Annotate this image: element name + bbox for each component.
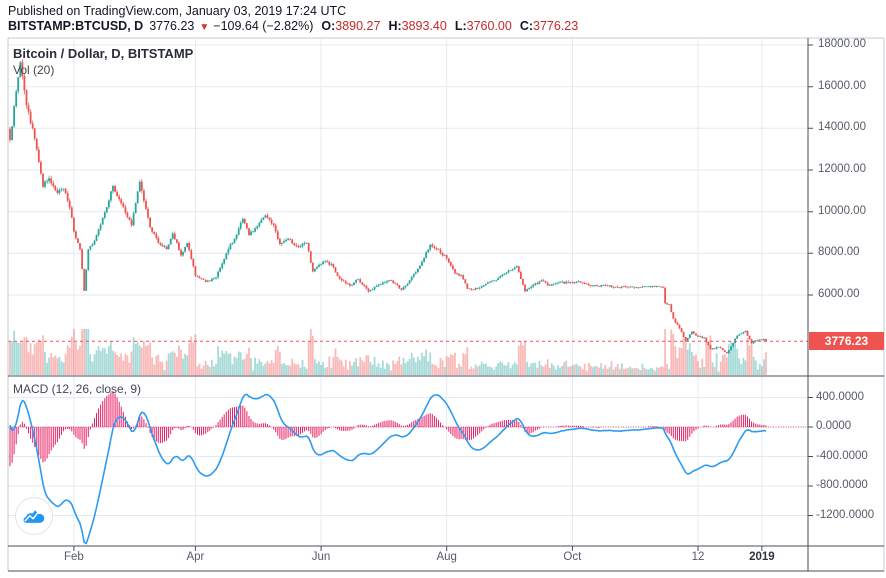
last-price: 3776.23 xyxy=(149,19,195,33)
time-tick-label: 2019 xyxy=(749,551,775,563)
time-tick-label: 12 xyxy=(691,551,705,563)
time-tick-label: Oct xyxy=(563,551,582,563)
price-tick-label: 8000.00 xyxy=(818,246,860,259)
macd-histogram xyxy=(9,391,767,467)
price-change: −109.64 (−2.82%) xyxy=(213,19,314,33)
published-line: Published on TradingView.com, January 03… xyxy=(8,4,347,18)
time-tick-label: Aug xyxy=(436,551,457,563)
price-tick-label: 18000.00 xyxy=(818,38,866,50)
price-tick-label: 12000.00 xyxy=(818,163,866,175)
macd-tick-label: 0.0000 xyxy=(816,420,852,432)
price-tick-label: 10000.00 xyxy=(818,204,866,217)
volume-legend[interactable]: Vol (20) xyxy=(13,63,55,77)
last-price-tag: 3776.23 xyxy=(809,332,884,351)
gridlines xyxy=(8,39,808,545)
time-tick-label: Apr xyxy=(186,551,205,563)
time-tick-label: Jun xyxy=(311,551,331,563)
time-tick-label: Feb xyxy=(63,551,84,563)
axis-tick-marks xyxy=(73,44,813,551)
tradingview-logo-button[interactable] xyxy=(15,497,53,535)
pane-separators xyxy=(8,38,884,572)
macd-line xyxy=(9,393,767,545)
low-label: L: xyxy=(454,19,467,33)
price-tick-label: 6000.00 xyxy=(818,288,860,300)
tradingview-mountain-icon xyxy=(23,510,45,523)
low-value: 3760.00 xyxy=(466,19,512,33)
macd-tick-label: -1200.0000 xyxy=(816,508,875,521)
down-arrow-icon: ▼ xyxy=(199,22,210,33)
macd-tick-label: -400.0000 xyxy=(816,449,868,462)
candle-bodies-down xyxy=(9,62,767,354)
macd-tick-label: -800.0000 xyxy=(816,479,868,491)
open-value: 3890.27 xyxy=(335,19,381,33)
symbol-name: BITSTAMP:BTCUSD, D xyxy=(8,19,144,33)
close-value: 3776.23 xyxy=(533,19,579,33)
macd-tick-label: 400.0000 xyxy=(816,390,864,403)
symbol-line: BITSTAMP:BTCUSD, D 3776.23 ▼ −109.64 (−2.82… xyxy=(8,19,578,33)
macd-legend[interactable]: MACD (12, 26, close, 9) xyxy=(13,382,142,396)
volume-bars-down xyxy=(9,329,767,375)
open-label: O: xyxy=(321,19,336,33)
chart-outer-border xyxy=(7,37,885,571)
high-value: 3893.40 xyxy=(401,19,447,33)
close-label: C: xyxy=(519,19,534,33)
high-label: H: xyxy=(388,19,402,33)
volume-bars-up xyxy=(11,329,765,375)
candle-bodies-up xyxy=(11,62,765,354)
price-tick-label: 16000.00 xyxy=(818,79,866,92)
macd-signal-line xyxy=(10,386,766,528)
price-tick-label: 14000.00 xyxy=(818,121,866,134)
main-legend-title[interactable]: Bitcoin / Dollar, D, BITSTAMP xyxy=(13,46,194,61)
